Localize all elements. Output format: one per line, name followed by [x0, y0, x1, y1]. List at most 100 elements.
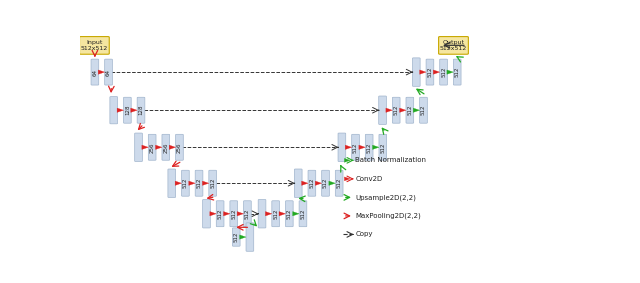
FancyBboxPatch shape: [322, 170, 330, 196]
Polygon shape: [292, 212, 299, 216]
Text: 512: 512: [218, 209, 223, 219]
FancyBboxPatch shape: [406, 97, 413, 123]
FancyBboxPatch shape: [124, 97, 131, 123]
Text: Conv2D: Conv2D: [355, 176, 383, 182]
Text: 512: 512: [421, 105, 426, 115]
Text: 512: 512: [245, 209, 250, 219]
FancyBboxPatch shape: [148, 134, 156, 160]
Text: 512: 512: [380, 142, 385, 153]
Polygon shape: [279, 212, 285, 216]
FancyBboxPatch shape: [352, 134, 360, 160]
Text: 512: 512: [323, 178, 328, 188]
Text: 512: 512: [300, 209, 305, 219]
Polygon shape: [386, 108, 392, 112]
FancyBboxPatch shape: [110, 97, 118, 124]
FancyBboxPatch shape: [134, 133, 142, 162]
Polygon shape: [189, 181, 195, 185]
Polygon shape: [237, 212, 244, 216]
Text: MaxPooling2D(2,2): MaxPooling2D(2,2): [355, 213, 421, 219]
Text: 128: 128: [125, 105, 130, 115]
Polygon shape: [359, 145, 365, 149]
Polygon shape: [301, 181, 308, 185]
FancyBboxPatch shape: [203, 200, 211, 228]
Text: Output
512x512: Output 512x512: [440, 40, 467, 51]
Text: Copy: Copy: [355, 231, 372, 237]
Text: 256: 256: [177, 142, 182, 153]
FancyBboxPatch shape: [246, 223, 253, 251]
Text: 64: 64: [106, 68, 111, 76]
Text: 512: 512: [231, 209, 236, 219]
FancyBboxPatch shape: [195, 170, 203, 196]
Polygon shape: [420, 70, 426, 74]
FancyBboxPatch shape: [285, 201, 293, 227]
FancyBboxPatch shape: [379, 96, 387, 125]
Polygon shape: [372, 145, 379, 149]
Polygon shape: [210, 212, 216, 216]
Polygon shape: [344, 177, 350, 181]
Polygon shape: [316, 181, 322, 185]
FancyBboxPatch shape: [338, 133, 346, 162]
FancyBboxPatch shape: [232, 228, 240, 246]
Text: 512: 512: [407, 105, 412, 115]
Polygon shape: [223, 212, 230, 216]
Polygon shape: [399, 108, 406, 112]
Text: 512: 512: [441, 67, 446, 77]
FancyBboxPatch shape: [453, 59, 461, 85]
FancyBboxPatch shape: [438, 37, 468, 54]
Text: 512: 512: [196, 178, 202, 188]
FancyBboxPatch shape: [392, 97, 400, 123]
Text: Batch Normalization: Batch Normalization: [355, 157, 426, 163]
Polygon shape: [433, 70, 440, 74]
Text: 64: 64: [92, 68, 97, 76]
Polygon shape: [202, 181, 209, 185]
FancyBboxPatch shape: [420, 97, 428, 123]
FancyBboxPatch shape: [105, 59, 113, 85]
Polygon shape: [345, 145, 352, 149]
Text: 512: 512: [287, 209, 292, 219]
Text: 512: 512: [394, 105, 399, 115]
FancyBboxPatch shape: [365, 134, 373, 160]
FancyBboxPatch shape: [294, 169, 302, 198]
FancyBboxPatch shape: [175, 134, 183, 160]
Text: 512: 512: [309, 178, 314, 188]
Polygon shape: [239, 235, 246, 239]
Polygon shape: [413, 108, 420, 112]
FancyBboxPatch shape: [216, 201, 224, 227]
Text: 512: 512: [454, 67, 460, 77]
FancyBboxPatch shape: [91, 59, 99, 85]
Text: 512: 512: [273, 209, 278, 219]
Polygon shape: [175, 181, 182, 185]
Polygon shape: [329, 181, 335, 185]
FancyBboxPatch shape: [335, 170, 343, 196]
Text: 512: 512: [337, 178, 342, 188]
Text: 128: 128: [138, 105, 143, 115]
Text: 512: 512: [353, 142, 358, 153]
FancyBboxPatch shape: [137, 97, 145, 123]
Text: 256: 256: [163, 142, 168, 153]
FancyBboxPatch shape: [162, 134, 170, 160]
Text: 512: 512: [210, 178, 215, 188]
FancyBboxPatch shape: [412, 58, 420, 86]
FancyBboxPatch shape: [230, 201, 237, 227]
Text: 512: 512: [234, 232, 239, 242]
Polygon shape: [117, 108, 124, 112]
FancyBboxPatch shape: [79, 37, 109, 54]
Polygon shape: [447, 70, 453, 74]
Polygon shape: [156, 145, 162, 149]
FancyBboxPatch shape: [209, 170, 216, 196]
FancyBboxPatch shape: [440, 59, 447, 85]
FancyBboxPatch shape: [299, 201, 307, 227]
Text: 512: 512: [428, 67, 433, 77]
Polygon shape: [131, 108, 137, 112]
Polygon shape: [266, 212, 272, 216]
FancyBboxPatch shape: [182, 170, 189, 196]
FancyBboxPatch shape: [272, 201, 280, 227]
Text: 512: 512: [367, 142, 372, 153]
FancyBboxPatch shape: [244, 201, 252, 227]
FancyBboxPatch shape: [426, 59, 434, 85]
Polygon shape: [142, 145, 148, 149]
Polygon shape: [344, 158, 350, 162]
Polygon shape: [169, 145, 175, 149]
Text: Input
512x512: Input 512x512: [81, 40, 108, 51]
Text: 256: 256: [150, 142, 155, 153]
